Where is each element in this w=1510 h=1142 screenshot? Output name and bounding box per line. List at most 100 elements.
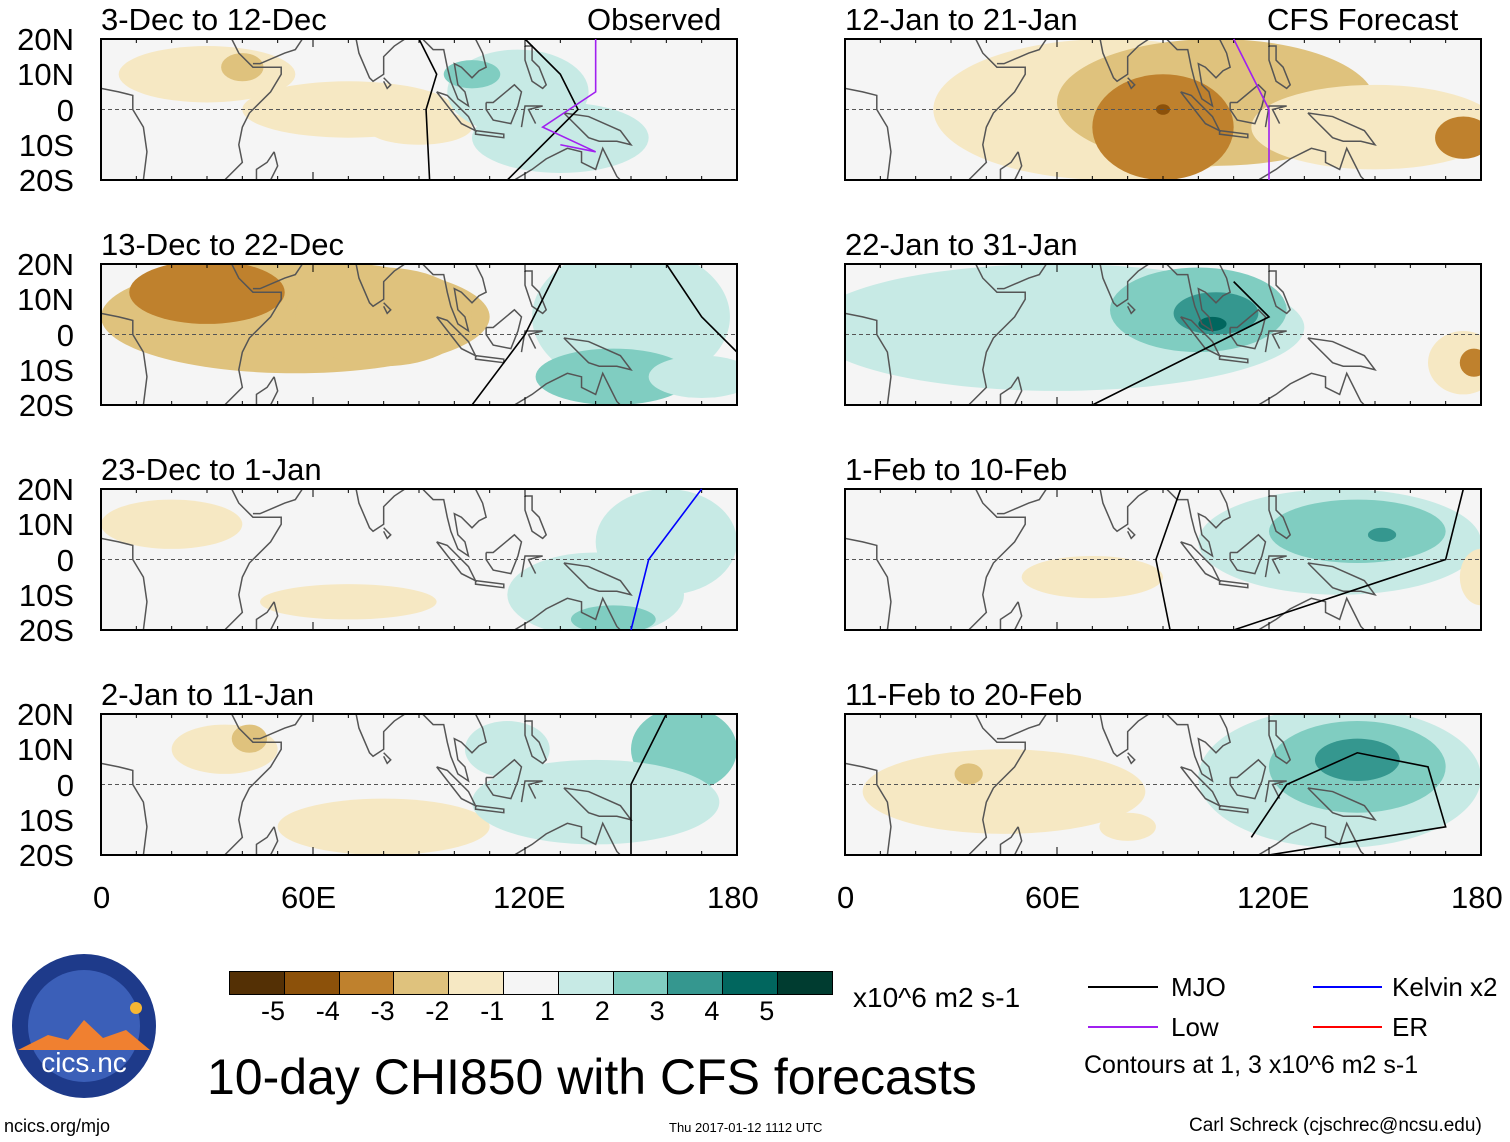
anomaly-region [862, 749, 1146, 834]
colorbar-swatch [613, 972, 669, 994]
coastline [422, 39, 488, 108]
coastline [252, 714, 304, 740]
x-tick-label: 180 [707, 880, 759, 915]
coastline [422, 714, 488, 783]
coastline [1307, 337, 1377, 371]
panel-title: 12-Jan to 21-Jan [845, 2, 1078, 37]
y-tick-label: 20S [18, 613, 74, 648]
colorbar-swatch [723, 972, 778, 994]
coastline [1307, 787, 1377, 821]
contour-line [1232, 38, 1270, 180]
svg-text:cics.nc: cics.nc [41, 1047, 127, 1078]
coastline [436, 541, 478, 583]
coastline [1264, 105, 1287, 128]
coastline [1081, 264, 1150, 308]
anomaly-region [1367, 527, 1397, 542]
coastline [999, 601, 1023, 630]
coastline [474, 129, 505, 139]
panel-title: 1-Feb to 10-Feb [845, 452, 1068, 487]
y-tick-label: 20N [17, 472, 74, 507]
coastline [337, 39, 406, 83]
footer-url[interactable]: ncics.org/mjo [4, 1116, 111, 1136]
cics-logo: cics.nc [12, 954, 156, 1098]
map-panel [100, 488, 738, 631]
coastline [1081, 489, 1150, 533]
colorbar-tick-label: 4 [704, 996, 720, 1026]
coastline [1268, 495, 1292, 540]
coastline [474, 579, 505, 589]
y-tick-label: 0 [56, 92, 74, 128]
coastline [1218, 129, 1249, 139]
panel-title: 23-Dec to 1-Jan [101, 452, 322, 487]
coastline [1307, 112, 1377, 146]
coastline [422, 264, 488, 333]
coastline [337, 264, 406, 308]
contour-line [630, 488, 703, 631]
coastline [485, 308, 523, 350]
coastline [1307, 562, 1377, 596]
coastline [1229, 308, 1267, 350]
coastline [1244, 821, 1365, 855]
colorbar-swatch [394, 972, 450, 994]
anomaly-region [471, 102, 649, 173]
contour-line [1250, 751, 1447, 856]
anomaly-region [1428, 330, 1481, 395]
coastline [520, 330, 543, 353]
anomaly-region [535, 348, 692, 405]
coastline [1126, 302, 1136, 315]
coastline [1166, 714, 1232, 783]
coastline [500, 821, 621, 855]
contour-line [418, 38, 438, 181]
coastline [1229, 758, 1267, 800]
coastline [563, 337, 633, 371]
coastline [1264, 780, 1287, 803]
coastline [968, 714, 1026, 855]
y-tick-label: 10S [18, 127, 74, 163]
anomaly-region [129, 264, 285, 324]
colorbar-tick-label: -5 [261, 996, 286, 1026]
coastline [255, 826, 279, 855]
coastline [999, 376, 1023, 405]
anomaly-region [1251, 84, 1481, 170]
anomaly-region [595, 489, 737, 595]
coastline [968, 39, 1026, 180]
contour-line [1233, 488, 1465, 631]
legend-label-low: Low [1171, 1012, 1219, 1042]
coastline [436, 91, 478, 133]
y-tick-label: 10S [18, 352, 74, 388]
coastline [1229, 533, 1267, 575]
coastline [1180, 766, 1222, 808]
anomaly-region [954, 763, 983, 785]
coastline [422, 489, 488, 558]
contour-line [630, 713, 668, 855]
coastline [436, 316, 478, 358]
anomaly-region [1021, 555, 1163, 599]
coastline [520, 555, 543, 578]
panel-title: 11-Feb to 20-Feb [845, 677, 1083, 712]
coastline [524, 495, 548, 540]
coastline [382, 77, 392, 90]
colorbar-swatch [230, 972, 285, 994]
coastline [996, 264, 1048, 290]
y-tick-label: 20N [17, 247, 74, 282]
coastline [255, 151, 279, 180]
anomaly-region [295, 267, 472, 367]
anomaly-region [1435, 116, 1481, 159]
coastline [500, 596, 621, 630]
anomaly-region [221, 53, 264, 82]
coastline [224, 489, 282, 630]
coastline [500, 371, 621, 405]
x-tick-label: 0 [837, 880, 855, 915]
coastline [1180, 541, 1222, 583]
anomaly-region [366, 109, 472, 145]
coastline [996, 39, 1048, 65]
contour-line [541, 39, 597, 153]
coastline [1244, 596, 1365, 630]
y-tick-label: 20S [18, 163, 74, 198]
coastline [1180, 316, 1222, 358]
coastline [436, 766, 478, 808]
colorbar-tick-label: -1 [480, 996, 505, 1026]
map-panel [844, 38, 1482, 181]
panel-title: 3-Dec to 12-Dec [101, 2, 327, 37]
